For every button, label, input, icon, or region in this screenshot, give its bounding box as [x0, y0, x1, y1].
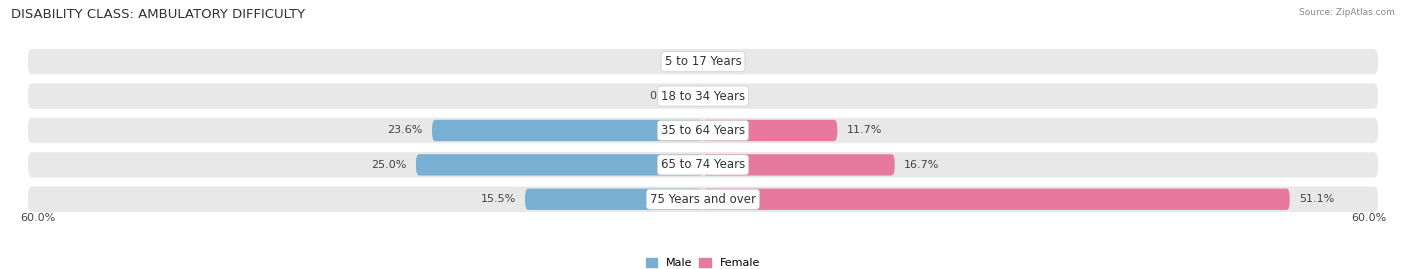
Text: DISABILITY CLASS: AMBULATORY DIFFICULTY: DISABILITY CLASS: AMBULATORY DIFFICULTY	[11, 8, 305, 21]
FancyBboxPatch shape	[28, 152, 1378, 178]
FancyBboxPatch shape	[416, 154, 703, 175]
Text: 75 Years and over: 75 Years and over	[650, 193, 756, 206]
Text: 0.0%: 0.0%	[713, 91, 741, 101]
FancyBboxPatch shape	[28, 83, 1378, 109]
Text: 18 to 34 Years: 18 to 34 Years	[661, 90, 745, 102]
FancyBboxPatch shape	[28, 186, 1378, 212]
Text: 35 to 64 Years: 35 to 64 Years	[661, 124, 745, 137]
FancyBboxPatch shape	[703, 120, 838, 141]
Text: 0.76%: 0.76%	[650, 91, 685, 101]
Text: 23.6%: 23.6%	[388, 125, 423, 136]
Text: 0.0%: 0.0%	[713, 57, 741, 67]
Text: 5 to 17 Years: 5 to 17 Years	[665, 55, 741, 68]
Text: 15.5%: 15.5%	[481, 194, 516, 204]
FancyBboxPatch shape	[432, 120, 703, 141]
Text: 51.1%: 51.1%	[1299, 194, 1334, 204]
Text: 60.0%: 60.0%	[20, 213, 55, 223]
FancyBboxPatch shape	[695, 85, 703, 107]
FancyBboxPatch shape	[524, 189, 703, 210]
Text: 0.0%: 0.0%	[665, 57, 693, 67]
Text: 60.0%: 60.0%	[1351, 213, 1386, 223]
Text: 65 to 74 Years: 65 to 74 Years	[661, 158, 745, 171]
Text: 25.0%: 25.0%	[371, 160, 406, 170]
FancyBboxPatch shape	[28, 49, 1378, 75]
FancyBboxPatch shape	[703, 189, 1289, 210]
FancyBboxPatch shape	[703, 154, 894, 175]
Legend: Male, Female: Male, Female	[641, 254, 765, 269]
Text: Source: ZipAtlas.com: Source: ZipAtlas.com	[1299, 8, 1395, 17]
FancyBboxPatch shape	[28, 118, 1378, 143]
Text: 11.7%: 11.7%	[846, 125, 882, 136]
Text: 16.7%: 16.7%	[904, 160, 939, 170]
